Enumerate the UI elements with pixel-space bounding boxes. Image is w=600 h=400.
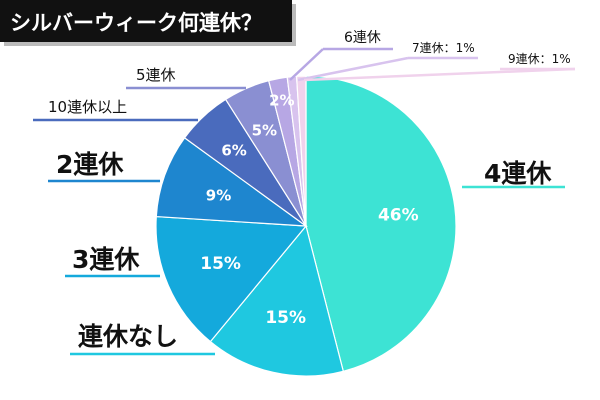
percent-label: 15% bbox=[265, 308, 306, 328]
pie-slice bbox=[209, 224, 345, 377]
category-label: 9連休：1% bbox=[508, 52, 571, 66]
category-label: 7連休：1% bbox=[412, 41, 475, 55]
leader-line bbox=[297, 56, 409, 82]
pie-slice bbox=[295, 75, 307, 227]
category-label: 2連休 bbox=[56, 150, 124, 179]
percent-label: 5% bbox=[252, 122, 277, 140]
leader-lines bbox=[33, 47, 576, 356]
category-label: 連休なし bbox=[78, 322, 178, 351]
percent-label: 46% bbox=[378, 205, 419, 225]
category-label: 10連休以上 bbox=[48, 98, 127, 116]
percent-labels: 46% 15% 15% 9% 6% 5% 2% bbox=[200, 91, 418, 327]
pie-slice bbox=[155, 136, 309, 227]
category-label: 6連休 bbox=[344, 30, 381, 46]
pie-slice bbox=[155, 215, 308, 343]
category-label: 3連休 bbox=[72, 245, 140, 274]
category-label: 4連休 bbox=[484, 159, 552, 188]
leader-line bbox=[289, 48, 324, 81]
percent-label: 9% bbox=[206, 187, 231, 205]
pie-slices bbox=[155, 75, 457, 377]
category-label: 5連休 bbox=[136, 66, 176, 84]
percent-label: 2% bbox=[269, 91, 294, 109]
chart-title: シルバーウィーク何連休？ bbox=[10, 11, 262, 35]
title-box: シルバーウィーク何連休？ bbox=[0, 0, 292, 42]
percent-label: 6% bbox=[221, 142, 246, 160]
leader-line bbox=[303, 67, 576, 82]
percent-label: 15% bbox=[200, 254, 241, 274]
pie-slice bbox=[305, 75, 457, 373]
